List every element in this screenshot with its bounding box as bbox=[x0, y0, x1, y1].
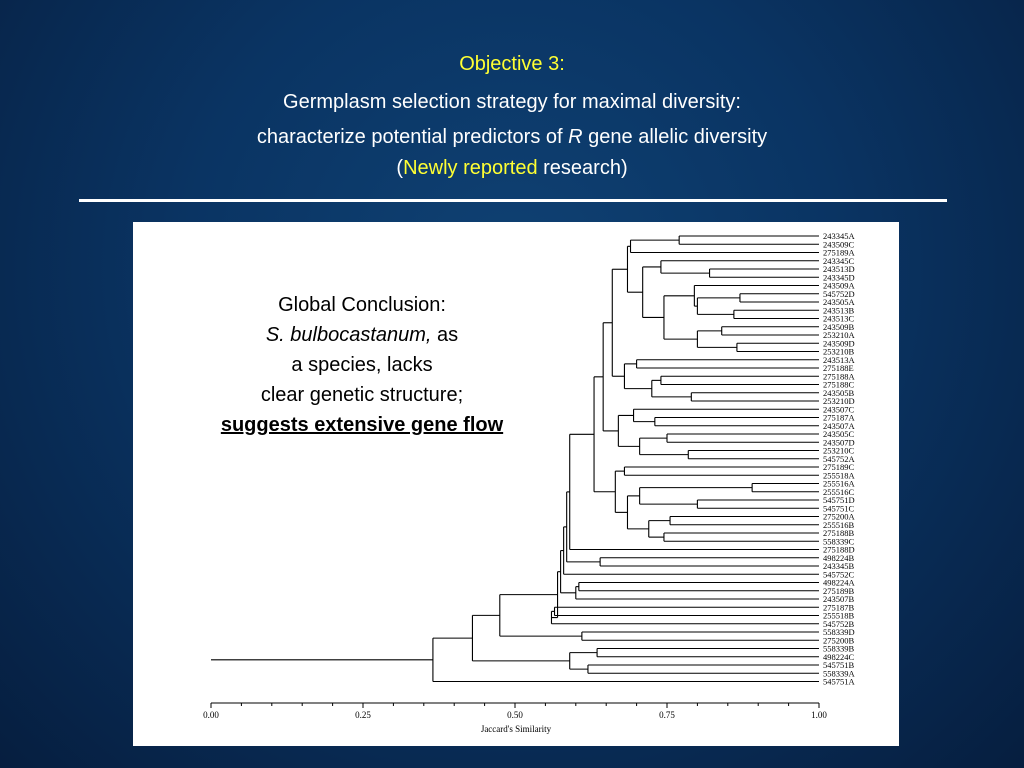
subtitle-line-3: (Newly reported research) bbox=[0, 156, 1024, 180]
leaf-label: 243345C bbox=[823, 256, 855, 266]
leaf-labels: 243345A243509C275189A243345C243513D24334… bbox=[823, 231, 856, 687]
x-tick-label: 0.50 bbox=[507, 710, 523, 720]
leaf-label: 255516B bbox=[823, 520, 855, 530]
global-conclusion: Global Conclusion: S. bulbocastanum, as … bbox=[162, 290, 562, 440]
leaf-label: 243345B bbox=[823, 561, 855, 571]
leaf-label: 275188A bbox=[823, 371, 856, 381]
leaf-label: 545752B bbox=[823, 619, 855, 629]
leaf-label: 243513A bbox=[823, 355, 856, 365]
leaf-label: 275189B bbox=[823, 586, 855, 596]
leaf-label: 545752A bbox=[823, 454, 856, 464]
paren-open: ( bbox=[396, 157, 404, 179]
leaf-label: 558339C bbox=[823, 536, 855, 546]
r-gene-italic: R bbox=[568, 126, 583, 148]
conclusion-line-4: clear genetic structure; bbox=[260, 384, 464, 406]
subtitle-line-2-b: gene allelic diversity bbox=[582, 126, 768, 148]
leaf-label: 253210A bbox=[823, 330, 856, 340]
leaf-label: 255518A bbox=[823, 470, 856, 480]
species-name: S. bulbocastanum, bbox=[265, 324, 432, 346]
leaf-label: 275188B bbox=[823, 528, 855, 538]
leaf-label: 243505C bbox=[823, 429, 855, 439]
leaf-label: 243507D bbox=[823, 437, 855, 447]
leaf-label: 498224B bbox=[823, 553, 855, 563]
leaf-label: 545751B bbox=[823, 660, 855, 670]
subtitle-line-2: characterize potential predictors of R g… bbox=[0, 125, 1024, 149]
objective-heading: Objective 3: bbox=[459, 53, 565, 75]
leaf-label: 275189C bbox=[823, 462, 855, 472]
leaf-label: 243345A bbox=[823, 231, 856, 241]
leaf-label: 243345D bbox=[823, 272, 855, 282]
leaf-label: 275188E bbox=[823, 363, 854, 373]
x-tick-label: 0.25 bbox=[355, 710, 371, 720]
x-axis: 0.00 0.25 0.50 0.75 1.00 bbox=[203, 702, 827, 720]
conclusion-line-3: a species, lacks bbox=[291, 354, 433, 376]
leaf-label: 243513B bbox=[823, 305, 855, 315]
leaf-label: 243505B bbox=[823, 388, 855, 398]
leaf-label: 545752C bbox=[823, 569, 855, 579]
leaf-label: 243509D bbox=[823, 338, 855, 348]
leaf-label: 275200A bbox=[823, 512, 856, 522]
leaf-label: 243505A bbox=[823, 297, 856, 307]
leaf-label: 243507B bbox=[823, 594, 855, 604]
leaf-label: 545751A bbox=[823, 677, 856, 687]
leaf-label: 255518B bbox=[823, 611, 855, 621]
leaf-label: 498224C bbox=[823, 652, 855, 662]
leaf-label: 558339D bbox=[823, 627, 855, 637]
leaf-label: 545751D bbox=[823, 495, 855, 505]
title-divider bbox=[79, 199, 947, 202]
leaf-label: 275188D bbox=[823, 545, 855, 555]
as-text: as bbox=[431, 324, 459, 346]
conclusion-species-line: S. bulbocastanum, as bbox=[162, 320, 562, 350]
leaf-label: 243509B bbox=[823, 322, 855, 332]
x-tick-label: 0.75 bbox=[659, 710, 675, 720]
dendrogram-panel: 243345A 243509C 275189A 243345C 243513D 24334… bbox=[133, 222, 899, 746]
leaf-label: 275200B bbox=[823, 635, 855, 645]
leaf-label: 275187B bbox=[823, 602, 855, 612]
leaf-label: 243513C bbox=[823, 314, 855, 324]
leaf-label: 243513D bbox=[823, 264, 855, 274]
leaf-label: 545752D bbox=[823, 289, 855, 299]
leaf-label: 255516C bbox=[823, 487, 855, 497]
research-text: research) bbox=[537, 157, 628, 179]
x-tick-label: 1.00 bbox=[811, 710, 827, 720]
leaf-label: 275188C bbox=[823, 380, 855, 390]
leaf-label: 275187A bbox=[823, 413, 856, 423]
subtitle-line-2-a: characterize potential predictors of bbox=[256, 126, 569, 148]
leaf-label: 275189A bbox=[823, 248, 856, 258]
leaf-label: 243509A bbox=[823, 281, 856, 291]
leaf-label: 253210D bbox=[823, 396, 855, 406]
leaf-label: 545751C bbox=[823, 503, 855, 513]
leaf-label: 498224A bbox=[823, 578, 856, 588]
leaf-label: 558339A bbox=[823, 668, 856, 678]
leaf-label: 243509C bbox=[823, 239, 855, 249]
leaf-label: 253210B bbox=[823, 347, 855, 357]
leaf-label: 243507A bbox=[823, 421, 856, 431]
dendrogram-tree bbox=[211, 235, 819, 683]
x-axis-label: Jaccard's Similarity bbox=[481, 724, 552, 734]
newly-reported-highlight: Newly reported bbox=[403, 157, 538, 179]
conclusion-emphasis: suggests extensive gene flow bbox=[220, 414, 504, 436]
leaf-label: 243507C bbox=[823, 404, 855, 414]
subtitle-line-1: Germplasm selection strategy for maximal… bbox=[283, 91, 741, 113]
leaf-label: 558339B bbox=[823, 644, 855, 654]
leaf-label: 253210C bbox=[823, 446, 855, 456]
leaf-label: 255516A bbox=[823, 479, 856, 489]
x-tick-label: 0.00 bbox=[203, 710, 219, 720]
dendrogram-chart: 243345A243509C275189A243345C243513D24334… bbox=[203, 231, 856, 734]
conclusion-title: Global Conclusion: bbox=[278, 294, 446, 316]
